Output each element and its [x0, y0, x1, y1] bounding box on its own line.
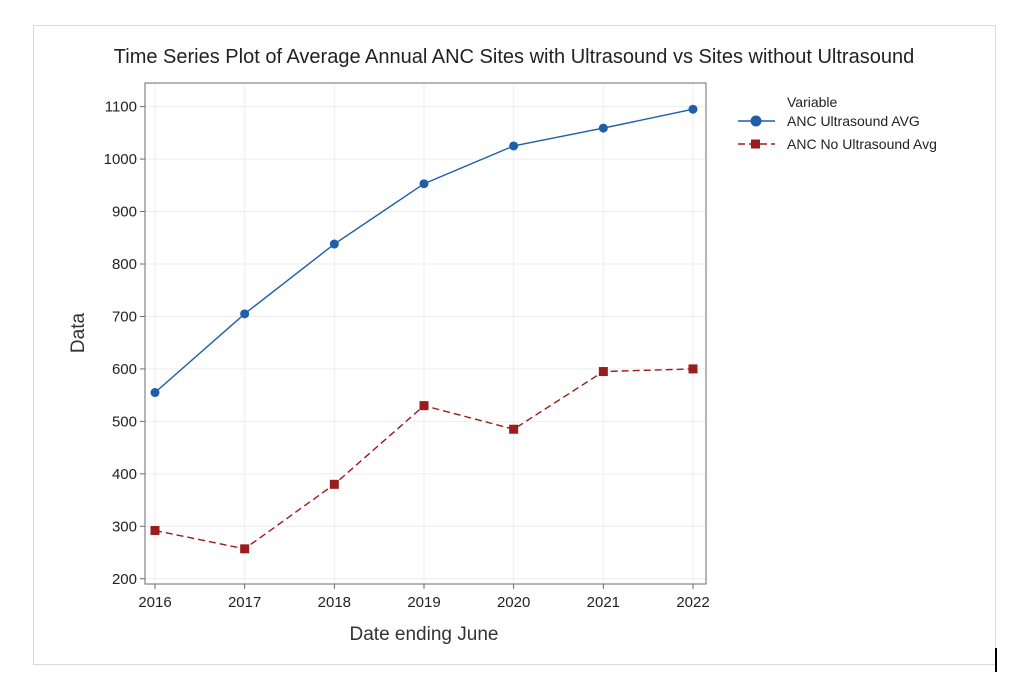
y-axis-label: Data: [68, 313, 89, 354]
legend-title: Variable: [787, 94, 838, 110]
series-ultrasound: [150, 104, 698, 398]
plot-area: [144, 82, 707, 585]
legend-marker: [750, 115, 762, 127]
y-tick-label: 300: [112, 518, 137, 535]
legend: Variable ANC Ultrasound AVG ANC No Ultras…: [738, 94, 937, 152]
y-tick-label: 700: [112, 308, 137, 325]
data-point-ultrasound: [419, 179, 429, 189]
x-tick-label: 2022: [676, 594, 709, 611]
x-axis-label: Date ending June: [350, 624, 499, 645]
legend-items: ANC Ultrasound AVG ANC No Ultrasound Avg: [738, 113, 937, 152]
legend-item-no-ultrasound: ANC No Ultrasound Avg: [738, 136, 937, 152]
y-tick-label: 900: [112, 204, 137, 221]
data-point-ultrasound: [240, 309, 250, 319]
legend-label: ANC Ultrasound AVG: [787, 113, 920, 129]
legend-item-ultrasound: ANC Ultrasound AVG: [738, 113, 920, 129]
grid-layer: [145, 83, 706, 584]
x-tick-label: 2021: [587, 594, 620, 611]
y-tick-label: 1100: [105, 99, 137, 116]
text-cursor: [995, 648, 997, 672]
data-point-no-ultrasound: [419, 401, 429, 411]
legend-marker: [751, 139, 760, 149]
legend-label: ANC No Ultrasound Avg: [787, 136, 937, 152]
x-tick-label: 2016: [138, 594, 171, 611]
x-tick-label: 2020: [497, 594, 530, 611]
x-tick-label: 2018: [318, 594, 351, 611]
data-point-ultrasound: [598, 123, 608, 133]
x-tick-label: 2019: [407, 594, 440, 611]
data-point-no-ultrasound: [598, 367, 608, 377]
chart-frame: [33, 25, 996, 665]
chart-title: Time Series Plot of Average Annual ANC S…: [114, 46, 914, 68]
series-layer: [150, 104, 698, 554]
y-tick-label: 500: [112, 413, 137, 430]
data-point-no-ultrasound: [509, 424, 519, 434]
y-tick-label: 800: [112, 256, 137, 273]
data-point-no-ultrasound: [688, 364, 698, 374]
data-point-no-ultrasound: [240, 544, 250, 554]
data-point-ultrasound: [150, 388, 160, 398]
x-tick-label: 2017: [228, 594, 261, 611]
x-tick-labels: 2016 2017 2018 2019 2020 2021 2022: [138, 584, 710, 611]
data-point-no-ultrasound: [329, 479, 339, 489]
data-point-ultrasound: [509, 141, 519, 151]
data-point-ultrasound: [688, 104, 698, 114]
y-tick-label: 400: [112, 466, 137, 483]
series-no-ultrasound: [150, 364, 698, 554]
y-tick-label: 1000: [104, 151, 137, 168]
data-point-ultrasound: [329, 239, 339, 249]
y-tick-label: 600: [112, 361, 137, 378]
y-tick-labels: 200 300 400 500 600 700 800 900 1000 1100: [104, 99, 145, 588]
y-tick-label: 200: [112, 571, 137, 588]
data-point-no-ultrasound: [150, 525, 160, 535]
